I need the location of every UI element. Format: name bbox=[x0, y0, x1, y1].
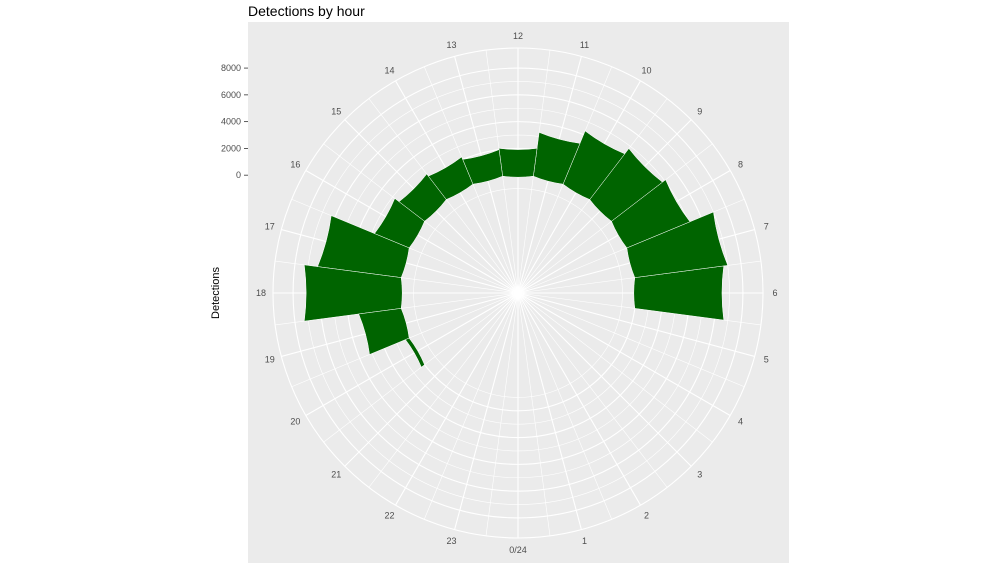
major-radial-grid-line bbox=[517, 292, 692, 467]
y-axis-label: Detections bbox=[210, 267, 222, 319]
y-tick-label: 8000 bbox=[221, 63, 241, 73]
hour-label: 17 bbox=[265, 221, 275, 231]
y-tick-label: 6000 bbox=[221, 90, 241, 100]
minor-radial-grid-line bbox=[517, 292, 745, 388]
bar-hour-7 bbox=[626, 211, 729, 278]
bar-hour-8 bbox=[611, 179, 691, 249]
major-radial-grid-line bbox=[454, 292, 519, 530]
hour-label: 6 bbox=[772, 288, 777, 298]
hour-label: 20 bbox=[290, 417, 300, 427]
major-radial-grid-line bbox=[517, 292, 731, 416]
hour-label: 15 bbox=[331, 106, 341, 116]
hour-label: 19 bbox=[265, 355, 275, 365]
hour-label: 7 bbox=[764, 221, 769, 231]
minor-radial-grid-line bbox=[368, 292, 519, 488]
bar-layer bbox=[304, 130, 729, 368]
y-tick-label: 0 bbox=[236, 170, 241, 180]
hour-label: 13 bbox=[446, 40, 456, 50]
hour-label: 10 bbox=[641, 65, 651, 75]
y-axis: 0 2000 4000 6000 8000 bbox=[221, 63, 248, 180]
hour-label: 21 bbox=[331, 470, 341, 480]
hour-label: 5 bbox=[764, 355, 769, 365]
major-radial-grid-line bbox=[517, 292, 755, 357]
hour-label: 4 bbox=[738, 417, 743, 427]
minor-radial-grid-line bbox=[485, 292, 519, 536]
minor-radial-grid-line bbox=[517, 292, 551, 536]
hour-label: 1 bbox=[582, 536, 587, 546]
hour-label: 14 bbox=[384, 65, 394, 75]
hour-label: 23 bbox=[446, 536, 456, 546]
hour-label: 11 bbox=[580, 40, 589, 50]
bar-hour-10 bbox=[562, 130, 626, 200]
hour-label: 9 bbox=[697, 106, 702, 116]
bar-hour-20 bbox=[405, 337, 425, 368]
major-radial-grid-line bbox=[344, 292, 519, 467]
hour-label: 2 bbox=[644, 511, 649, 521]
bar-hour-12 bbox=[498, 148, 538, 178]
hour-label-layer: 0/24123456789101112131415161718192021222… bbox=[256, 31, 778, 555]
hour-label: 0/24 bbox=[509, 545, 527, 555]
bar-hour-11 bbox=[533, 132, 581, 185]
minor-radial-grid-line bbox=[423, 292, 519, 520]
minor-radial-grid-line bbox=[323, 292, 519, 443]
hour-label: 8 bbox=[738, 160, 743, 170]
minor-radial-grid-line bbox=[517, 292, 668, 488]
hour-label: 3 bbox=[697, 470, 702, 480]
major-radial-grid-line bbox=[517, 292, 582, 530]
y-tick-label: 2000 bbox=[221, 143, 241, 153]
hour-label: 12 bbox=[513, 31, 523, 41]
bar-hour-9 bbox=[589, 148, 663, 222]
bar-hour-19 bbox=[358, 308, 410, 355]
chart-title: Detections by hour bbox=[248, 3, 365, 19]
hour-label: 22 bbox=[384, 511, 394, 521]
major-radial-grid-line bbox=[395, 292, 519, 506]
major-radial-grid-line bbox=[517, 292, 641, 506]
hour-label: 18 bbox=[256, 288, 266, 298]
bar-hour-18 bbox=[304, 264, 403, 322]
minor-radial-grid-line bbox=[517, 292, 713, 443]
y-tick-label: 4000 bbox=[221, 117, 241, 127]
minor-radial-grid-line bbox=[517, 292, 613, 520]
hour-label: 16 bbox=[290, 160, 300, 170]
major-radial-grid-line bbox=[305, 292, 519, 416]
